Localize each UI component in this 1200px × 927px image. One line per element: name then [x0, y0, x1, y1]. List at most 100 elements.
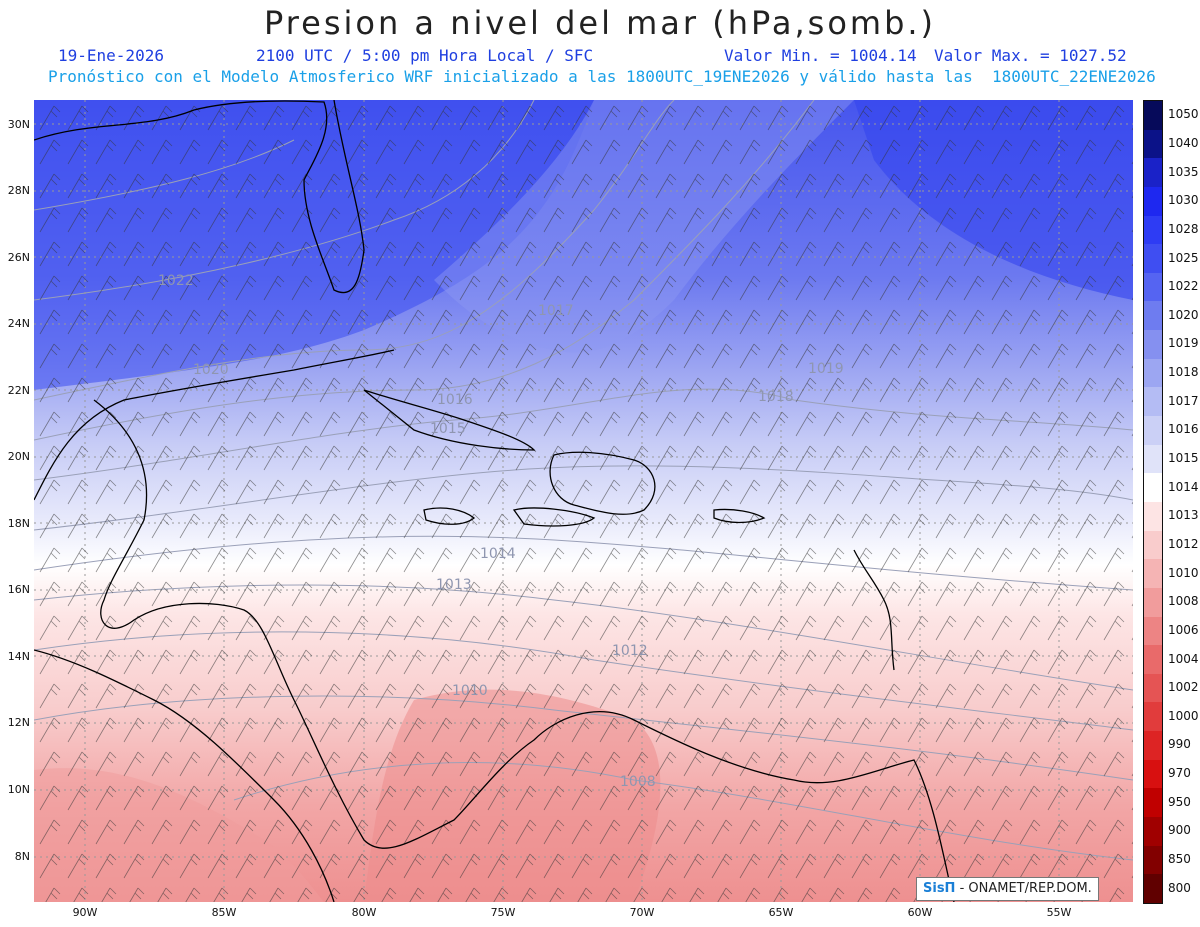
- colorbar-label: 1010: [1168, 565, 1199, 580]
- time-label: 2100 UTC / 5:00 pm Hora Local / SFC: [256, 46, 594, 65]
- lon-label: 70W: [629, 906, 655, 919]
- min-value-label: Valor Min. = 1004.14: [724, 46, 917, 65]
- colorbar-label: 1020: [1168, 307, 1199, 322]
- colorbar-swatch: [1144, 301, 1162, 331]
- colorbar-swatch: [1144, 158, 1162, 187]
- contour-label: 1020: [193, 362, 229, 378]
- colorbar-swatch: [1144, 845, 1162, 875]
- credit-text: - ONAMET/REP.DOM.: [959, 881, 1092, 896]
- colorbar-swatch: [1144, 215, 1162, 245]
- lat-label: 12N: [7, 716, 30, 729]
- lat-label: 24N: [7, 317, 30, 330]
- colorbar-swatch: [1144, 101, 1162, 130]
- colorbar-label: 1004: [1168, 651, 1199, 666]
- contour-label: 1013: [436, 577, 472, 593]
- colorbar-label: 800: [1168, 880, 1191, 895]
- colorbar-label: 950: [1168, 794, 1191, 809]
- colorbar-swatch: [1144, 702, 1162, 732]
- wind-barbs: [34, 100, 1133, 902]
- colorbar-label: 1016: [1168, 422, 1199, 437]
- colorbar-label: 1028: [1168, 221, 1199, 236]
- colorbar-swatch: [1144, 731, 1162, 760]
- colorbar-swatch: [1144, 587, 1162, 617]
- forecast-info: Pronóstico con el Modelo Atmosferico WRF…: [48, 67, 1156, 86]
- colorbar-swatch: [1144, 186, 1162, 216]
- colorbar-swatch: [1144, 759, 1162, 789]
- sisppi-logo: SisΠ: [923, 881, 956, 896]
- colorbar-label: 1006: [1168, 622, 1199, 637]
- colorbar-label: 970: [1168, 766, 1191, 781]
- colorbar-label: 1002: [1168, 680, 1199, 695]
- lat-label: 14N: [7, 650, 30, 663]
- contour-label: 1014: [480, 546, 516, 562]
- lon-label: 55W: [1046, 906, 1072, 919]
- lat-label: 16N: [7, 583, 30, 596]
- colorbar-swatch: [1144, 673, 1162, 703]
- colorbar-swatch: [1144, 530, 1162, 560]
- contour-label: 1012: [612, 643, 648, 659]
- colorbar-label: 1012: [1168, 536, 1199, 551]
- colorbar-label: 990: [1168, 737, 1191, 752]
- lat-label: 8N: [14, 850, 30, 863]
- page-title: Presion a nivel del mar (hPa,somb.): [263, 4, 937, 42]
- pressure-map: [34, 100, 1133, 902]
- lat-label: 30N: [7, 118, 30, 131]
- colorbar-swatch: [1144, 817, 1162, 846]
- colorbar-label: 1050: [1168, 107, 1199, 122]
- colorbar-label: 1000: [1168, 708, 1199, 723]
- colorbar-swatch: [1144, 473, 1162, 502]
- contour-label: 1017: [538, 303, 574, 319]
- colorbar-label: 1040: [1168, 135, 1199, 150]
- lat-label: 20N: [7, 450, 30, 463]
- colorbar-label: 1008: [1168, 594, 1199, 609]
- lat-label: 28N: [7, 184, 30, 197]
- colorbar-label: 1025: [1168, 250, 1199, 265]
- colorbar-swatch: [1144, 874, 1162, 903]
- colorbar-label: 1022: [1168, 279, 1199, 294]
- contour-label: 1015: [430, 421, 466, 437]
- colorbar-swatch: [1144, 416, 1162, 445]
- colorbar-label: 1035: [1168, 164, 1199, 179]
- max-value-label: Valor Max. = 1027.52: [934, 46, 1127, 65]
- colorbar: [1143, 100, 1163, 904]
- coastlines: [34, 100, 955, 902]
- contour-label: 1019: [808, 361, 844, 377]
- colorbar-label: 850: [1168, 852, 1191, 867]
- credit-badge: SisΠ - ONAMET/REP.DOM.: [916, 877, 1099, 901]
- lon-label: 65W: [768, 906, 794, 919]
- colorbar-swatch: [1144, 387, 1162, 417]
- colorbar-swatch: [1144, 559, 1162, 588]
- contour-label: 1008: [620, 774, 656, 790]
- lat-label: 10N: [7, 783, 30, 796]
- colorbar-swatch: [1144, 272, 1162, 302]
- colorbar-label: 1017: [1168, 393, 1199, 408]
- colorbar-swatch: [1144, 129, 1162, 159]
- colorbar-swatch: [1144, 645, 1162, 674]
- lon-label: 85W: [211, 906, 237, 919]
- lon-label: 90W: [72, 906, 98, 919]
- lat-label: 18N: [7, 517, 30, 530]
- contour-label: 1018: [758, 389, 794, 405]
- colorbar-label: 1013: [1168, 508, 1199, 523]
- colorbar-swatch: [1144, 501, 1162, 531]
- colorbar-label: 1019: [1168, 336, 1199, 351]
- colorbar-label: 900: [1168, 823, 1191, 838]
- colorbar-label: 1015: [1168, 451, 1199, 466]
- colorbar-swatch: [1144, 244, 1162, 273]
- lon-label: 80W: [351, 906, 377, 919]
- colorbar-swatch: [1144, 616, 1162, 646]
- colorbar-swatch: [1144, 330, 1162, 359]
- contour-label: 1010: [452, 683, 488, 699]
- colorbar-swatch: [1144, 358, 1162, 388]
- lon-label: 75W: [490, 906, 516, 919]
- contour-label: 1022: [158, 273, 194, 289]
- colorbar-swatch: [1144, 788, 1162, 818]
- colorbar-label: 1018: [1168, 365, 1199, 380]
- lat-label: 22N: [7, 384, 30, 397]
- lat-label: 26N: [7, 251, 30, 264]
- date-label: 19-Ene-2026: [58, 46, 164, 65]
- colorbar-label: 1030: [1168, 193, 1199, 208]
- contour-label: 1016: [437, 392, 473, 408]
- colorbar-label: 1014: [1168, 479, 1199, 494]
- colorbar-swatch: [1144, 444, 1162, 474]
